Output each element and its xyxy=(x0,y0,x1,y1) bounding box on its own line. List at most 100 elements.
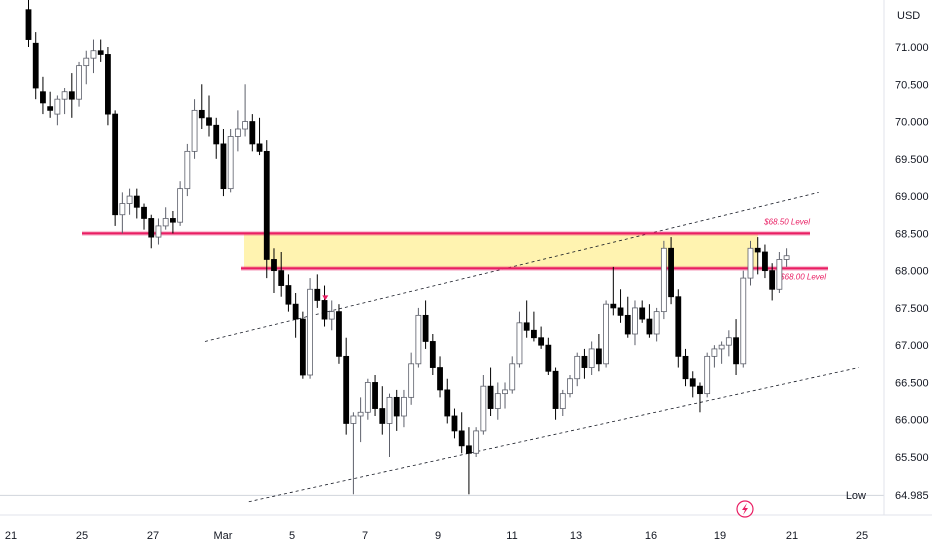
plot-area: $68.50 Level $68.00 Level xyxy=(0,0,884,503)
candle xyxy=(473,427,480,457)
candle xyxy=(206,95,212,137)
candle xyxy=(617,289,624,323)
candle xyxy=(689,371,696,398)
candle xyxy=(148,214,155,249)
x-tick-label: 5 xyxy=(289,530,295,542)
candle xyxy=(480,375,487,435)
candle xyxy=(675,289,682,368)
candle xyxy=(444,378,451,424)
candle xyxy=(169,211,176,234)
candle xyxy=(415,307,422,368)
candle xyxy=(220,129,227,197)
candle xyxy=(90,39,97,74)
candle xyxy=(141,203,147,230)
candle xyxy=(386,393,393,457)
level-label: $68.50 Level xyxy=(763,217,810,226)
candle xyxy=(321,285,328,327)
candle xyxy=(25,0,32,47)
candle xyxy=(509,356,516,394)
x-tick-label: 25 xyxy=(856,530,868,542)
candle xyxy=(516,311,523,368)
candle xyxy=(285,274,292,312)
candle xyxy=(588,341,595,375)
x-tick-label: Mar xyxy=(214,530,233,542)
candle xyxy=(632,300,638,346)
candle xyxy=(769,263,776,301)
x-tick-label: 27 xyxy=(147,530,159,542)
price-axis: USD 71.000 70.500 70.000 69.500 69.000 68.500… xyxy=(846,0,929,515)
candle xyxy=(97,39,104,62)
candle xyxy=(314,274,321,308)
candle xyxy=(32,32,39,100)
y-tick-label: 66.000 xyxy=(895,415,929,427)
candle xyxy=(502,382,508,409)
y-tick-label: 66.500 xyxy=(895,377,929,389)
candle xyxy=(119,192,126,234)
candle xyxy=(364,378,371,420)
candle xyxy=(523,300,530,338)
candle xyxy=(581,348,588,379)
candle xyxy=(177,181,184,226)
candle xyxy=(783,248,790,267)
candle xyxy=(379,386,386,435)
candle xyxy=(776,252,783,293)
candle xyxy=(552,367,559,420)
candle xyxy=(437,356,443,398)
candle xyxy=(54,95,61,126)
lightning-icon xyxy=(742,503,748,515)
candle xyxy=(567,375,573,398)
candle xyxy=(307,278,313,379)
candle xyxy=(545,337,552,375)
candle xyxy=(292,293,299,338)
candle xyxy=(83,50,90,85)
y-tick-label: 71.000 xyxy=(895,42,929,54)
level-zone xyxy=(244,233,758,269)
currency-label: USD xyxy=(897,10,920,22)
candle xyxy=(213,117,220,159)
candle xyxy=(740,270,747,368)
candle xyxy=(574,352,581,387)
candle xyxy=(610,266,617,316)
x-tick-label: 9 xyxy=(435,530,441,542)
y-tick-label: 68.000 xyxy=(895,266,929,278)
candle xyxy=(336,304,342,364)
candle xyxy=(278,252,285,297)
x-tick-label: 7 xyxy=(362,530,368,542)
candle xyxy=(668,237,674,305)
candle xyxy=(682,348,689,387)
candle xyxy=(747,240,754,286)
candle xyxy=(725,330,732,357)
level-lines: $68.50 Level $68.00 Level xyxy=(82,217,828,281)
candle xyxy=(133,188,140,219)
x-tick-label: 21 xyxy=(5,530,17,542)
candle xyxy=(249,114,256,152)
x-tick-label: 11 xyxy=(506,530,517,542)
candle xyxy=(184,143,191,197)
candle xyxy=(68,73,75,118)
candle xyxy=(531,311,537,342)
candle xyxy=(256,117,263,156)
candle xyxy=(155,218,162,245)
candle xyxy=(660,240,667,320)
candle xyxy=(697,382,703,413)
candle xyxy=(487,367,494,416)
candle xyxy=(711,345,718,368)
y-tick-label: 70.500 xyxy=(895,79,929,91)
time-axis: 21 25 27 Mar 5 7 9 11 13 16 19 21 25 xyxy=(0,514,932,542)
y-tick-label: 68.500 xyxy=(895,228,929,240)
candle xyxy=(372,375,378,416)
candle xyxy=(624,296,631,338)
candle xyxy=(603,300,609,368)
candle xyxy=(263,140,270,279)
candle xyxy=(408,352,415,405)
alert-button[interactable] xyxy=(736,500,754,518)
x-tick-label: 21 xyxy=(786,530,798,542)
low-label: Low xyxy=(846,490,866,502)
candle xyxy=(198,84,205,129)
candle xyxy=(162,207,169,230)
y-tick-label: 69.500 xyxy=(895,154,929,166)
candle xyxy=(429,334,436,375)
y-tick-label: 67.000 xyxy=(895,340,929,352)
candle xyxy=(559,389,566,416)
